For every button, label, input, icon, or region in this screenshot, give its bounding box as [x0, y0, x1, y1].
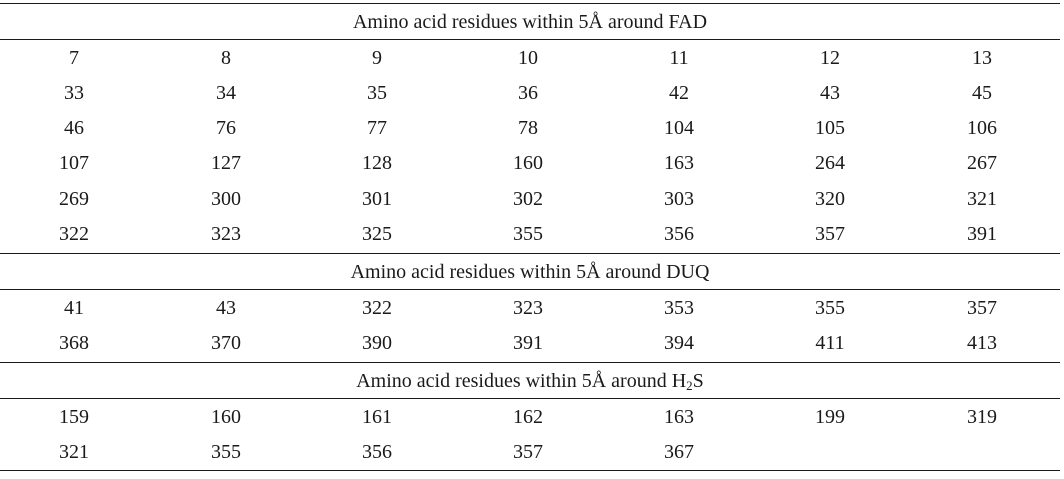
table-cell: 46	[64, 117, 84, 139]
table-row: 321 355 356 357 367	[0, 440, 1060, 464]
table-cell: 370	[211, 332, 241, 354]
table-cell: 34	[216, 82, 236, 104]
table-cell: 323	[513, 297, 543, 319]
section-header-subscript: 2	[686, 378, 693, 393]
table-cell: 104	[664, 117, 694, 139]
table-row: 322 323 325 355 356 357 391	[0, 222, 1060, 246]
table-cell: 391	[513, 332, 543, 354]
section-header-text: Amino acid residues within 5Å around H	[356, 370, 687, 392]
table-cell: 323	[211, 223, 241, 245]
table-cell: 355	[815, 297, 845, 319]
table-cell: 356	[362, 441, 392, 463]
table-cell: 413	[967, 332, 997, 354]
table-cell: 160	[513, 152, 543, 174]
table-cell: 13	[972, 47, 992, 69]
table-row: 41 43 322 323 353 355 357	[0, 296, 1060, 320]
table-cell: 357	[513, 441, 543, 463]
table-cell: 7	[69, 47, 79, 69]
table-cell: 301	[362, 188, 392, 210]
table-cell: 267	[967, 152, 997, 174]
table-cell: 127	[211, 152, 241, 174]
table-cell: 9	[372, 47, 382, 69]
section-rule	[0, 253, 1060, 254]
table-row: 33 34 35 36 42 43 45	[0, 81, 1060, 105]
table-cell: 367	[664, 441, 694, 463]
table-cell: 161	[362, 406, 392, 428]
table-cell: 320	[815, 188, 845, 210]
section-rule	[0, 39, 1060, 40]
table-cell: 162	[513, 406, 543, 428]
table-cell: 163	[664, 152, 694, 174]
table-cell: 269	[59, 188, 89, 210]
table-cell: 43	[216, 297, 236, 319]
table-cell: 105	[815, 117, 845, 139]
table-cell: 325	[362, 223, 392, 245]
table-cell: 78	[518, 117, 538, 139]
table-cell: 300	[211, 188, 241, 210]
table-row: 7 8 9 10 11 12 13	[0, 46, 1060, 70]
table-cell: 322	[59, 223, 89, 245]
table-row: 159 160 161 162 163 199 319	[0, 405, 1060, 429]
table-cell: 321	[59, 441, 89, 463]
table-cell: 160	[211, 406, 241, 428]
table-cell: 42	[669, 82, 689, 104]
bottom-rule	[0, 470, 1060, 471]
table-cell: 41	[64, 297, 84, 319]
table-cell: 356	[664, 223, 694, 245]
table-cell: 8	[221, 47, 231, 69]
table-cell: 128	[362, 152, 392, 174]
table-row: 269 300 301 302 303 320 321	[0, 187, 1060, 211]
table-cell: 199	[815, 406, 845, 428]
table-cell: 303	[664, 188, 694, 210]
section-header-fad: Amino acid residues within 5Å around FAD	[0, 10, 1060, 34]
table-cell: 163	[664, 406, 694, 428]
section-header-h2s: Amino acid residues within 5Å around H2S	[0, 369, 1060, 393]
table-cell: 10	[518, 47, 538, 69]
table-cell: 357	[967, 297, 997, 319]
table-cell: 355	[211, 441, 241, 463]
table-cell: 33	[64, 82, 84, 104]
table-row: 46 76 77 78 104 105 106	[0, 116, 1060, 140]
table-cell: 107	[59, 152, 89, 174]
table-cell: 159	[59, 406, 89, 428]
table-cell: 391	[967, 223, 997, 245]
table-cell: 355	[513, 223, 543, 245]
table-cell: 394	[664, 332, 694, 354]
table-cell: 11	[669, 47, 689, 69]
table-cell: 45	[972, 82, 992, 104]
table-cell: 353	[664, 297, 694, 319]
section-header-suffix: S	[692, 370, 704, 392]
table-cell: 319	[967, 406, 997, 428]
table-cell: 411	[815, 332, 845, 354]
section-rule	[0, 362, 1060, 363]
table-cell: 368	[59, 332, 89, 354]
table-cell: 264	[815, 152, 845, 174]
table-cell: 77	[367, 117, 387, 139]
table-cell: 322	[362, 297, 392, 319]
table-cell: 302	[513, 188, 543, 210]
section-rule	[0, 398, 1060, 399]
section-header-duq: Amino acid residues within 5Å around DUQ	[0, 260, 1060, 284]
section-rule	[0, 289, 1060, 290]
top-rule	[0, 3, 1060, 4]
table-cell: 43	[820, 82, 840, 104]
table-cell: 12	[820, 47, 840, 69]
table-cell: 106	[967, 117, 997, 139]
table-cell: 390	[362, 332, 392, 354]
table-row: 368 370 390 391 394 411 413	[0, 331, 1060, 355]
table-cell: 321	[967, 188, 997, 210]
table-row: 107 127 128 160 163 264 267	[0, 151, 1060, 175]
table-cell: 36	[518, 82, 538, 104]
table-cell: 357	[815, 223, 845, 245]
table-cell: 35	[367, 82, 387, 104]
section-header-text: Amino acid residues within 5Å around DUQ	[350, 261, 710, 283]
table-cell: 76	[216, 117, 236, 139]
section-header-text: Amino acid residues within 5Å around FAD	[352, 11, 708, 33]
